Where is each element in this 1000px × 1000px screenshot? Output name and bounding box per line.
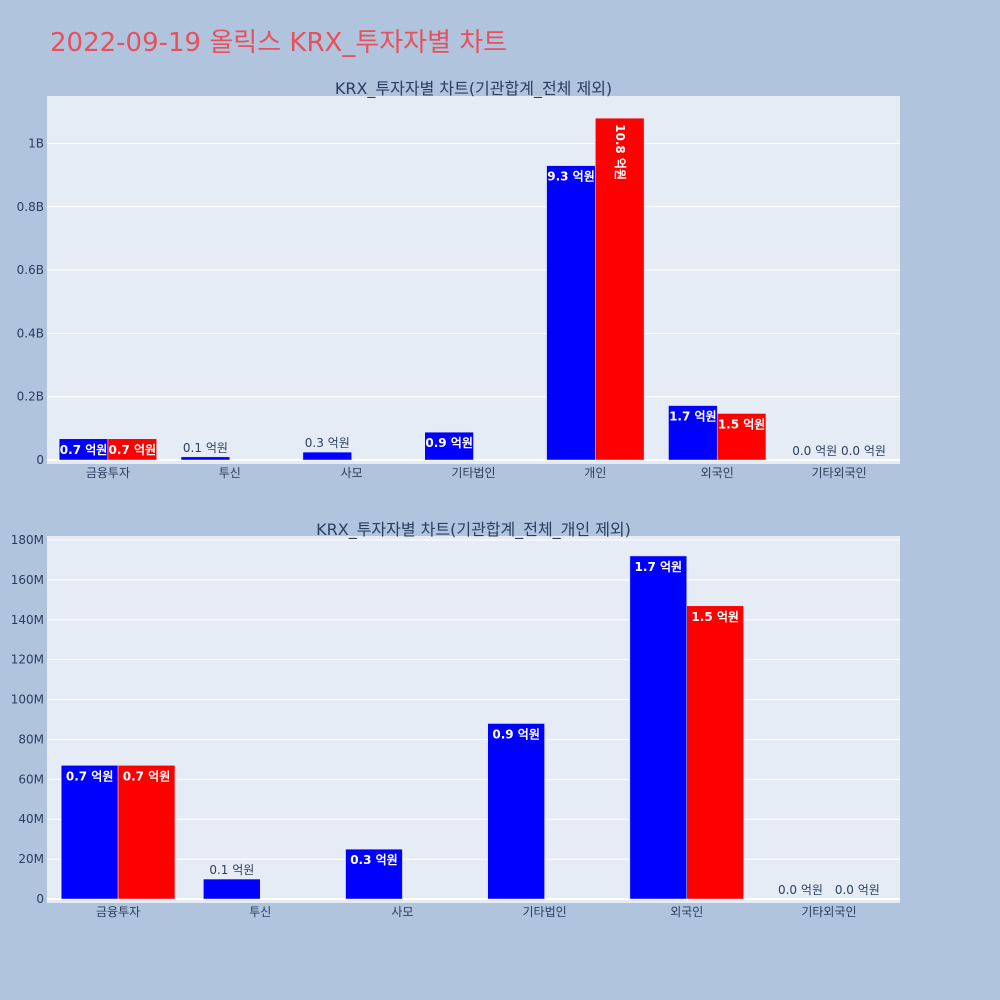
data-label: 0.0 억원 bbox=[835, 883, 880, 897]
data-label: 0.0 억원 bbox=[778, 883, 823, 897]
x-tick-label: 기타법인 bbox=[522, 905, 566, 919]
bar bbox=[424, 431, 474, 461]
data-label: 0.3 억원 bbox=[305, 436, 350, 450]
x-tick-label: 투신 bbox=[219, 466, 241, 480]
bar bbox=[203, 878, 261, 900]
x-tick-label: 금융투자 bbox=[96, 905, 140, 919]
data-label: 1.7 억원 bbox=[669, 410, 717, 424]
data-label: 0.7 억원 bbox=[109, 443, 157, 457]
x-tick-label: 기타외국인 bbox=[801, 905, 856, 919]
x-tick-label: 사모 bbox=[341, 466, 363, 480]
x-tick-label: 외국인 bbox=[701, 466, 734, 480]
chart-title: KRX_투자자별 차트(기관합계_전체_개인 제외) bbox=[316, 520, 631, 540]
chart-1: 0 0.2B 0.4B 0.6B 0.8B 1B KRX_투자자별 차트(기관합계_전체 제… bbox=[17, 79, 900, 480]
y-tick-label: 0 bbox=[36, 453, 44, 467]
y-tick-label: 100M bbox=[11, 693, 44, 707]
x-tick-label: 투신 bbox=[249, 905, 271, 919]
x-tick-label: 외국인 bbox=[670, 905, 703, 919]
y-tick-label: 0.8B bbox=[17, 200, 44, 214]
data-label: 0.9 억원 bbox=[425, 436, 473, 450]
x-tick-label: 사모 bbox=[391, 905, 413, 919]
plot-area bbox=[47, 536, 900, 903]
data-label: 10.8 억원 bbox=[613, 124, 627, 180]
bar bbox=[180, 456, 231, 461]
data-label: 0.1 억원 bbox=[209, 863, 254, 877]
y-tick-label: 0 bbox=[36, 892, 44, 906]
bar bbox=[595, 117, 645, 461]
data-label: 1.7 억원 bbox=[635, 560, 683, 574]
y-tick-label: 20M bbox=[18, 852, 44, 866]
y-tick-label: 160M bbox=[11, 573, 44, 587]
y-tick-label: 180M bbox=[11, 533, 44, 547]
y-tick-label: 60M bbox=[18, 772, 44, 786]
bar bbox=[686, 605, 744, 900]
bar bbox=[60, 765, 119, 900]
bar bbox=[487, 723, 545, 900]
data-label: 9.3 억원 bbox=[547, 170, 595, 184]
bar bbox=[668, 405, 718, 461]
y-tick-label: 0.2B bbox=[17, 390, 44, 404]
data-label: 0.1 억원 bbox=[183, 441, 228, 455]
y-tick-label: 120M bbox=[11, 653, 44, 667]
bar bbox=[629, 555, 688, 900]
data-label: 0.0 억원 bbox=[841, 444, 886, 458]
y-tick-label: 80M bbox=[18, 732, 44, 746]
data-label: 0.3 억원 bbox=[350, 853, 398, 867]
plot-area bbox=[47, 96, 900, 464]
page-title: 2022-09-19 올릭스 KRX_투자자별 차트 bbox=[50, 28, 508, 58]
x-tick-label: 기타외국인 bbox=[811, 466, 866, 480]
chart-title: KRX_투자자별 차트(기관합계_전체 제외) bbox=[335, 79, 612, 99]
data-label: 0.0 억원 bbox=[792, 444, 837, 458]
data-label: 0.7 억원 bbox=[66, 769, 114, 783]
y-tick-label: 0.6B bbox=[17, 263, 44, 277]
chart-2: 0 20M 40M 60M 80M 100M 120M 140M 160M 180M KRX_투자자… bbox=[11, 520, 900, 919]
bar bbox=[345, 848, 403, 900]
x-tick-label: 개인 bbox=[584, 466, 606, 480]
bar bbox=[716, 413, 767, 461]
y-tick-label: 1B bbox=[28, 136, 44, 150]
y-tick-label: 40M bbox=[18, 812, 44, 826]
bar bbox=[302, 451, 352, 461]
x-tick-label: 기타법인 bbox=[451, 466, 495, 480]
data-label: 0.9 억원 bbox=[492, 727, 540, 741]
x-tick-label: 금융투자 bbox=[86, 466, 130, 480]
bar bbox=[107, 438, 157, 461]
y-tick-label: 140M bbox=[11, 613, 44, 627]
data-label: 0.7 억원 bbox=[123, 769, 171, 783]
bar bbox=[546, 165, 596, 461]
data-label: 1.5 억원 bbox=[691, 610, 739, 624]
bar bbox=[117, 765, 176, 900]
y-tick-label: 0.4B bbox=[17, 326, 44, 340]
data-label: 1.5 억원 bbox=[718, 417, 766, 431]
data-label: 0.7 억원 bbox=[60, 443, 108, 457]
